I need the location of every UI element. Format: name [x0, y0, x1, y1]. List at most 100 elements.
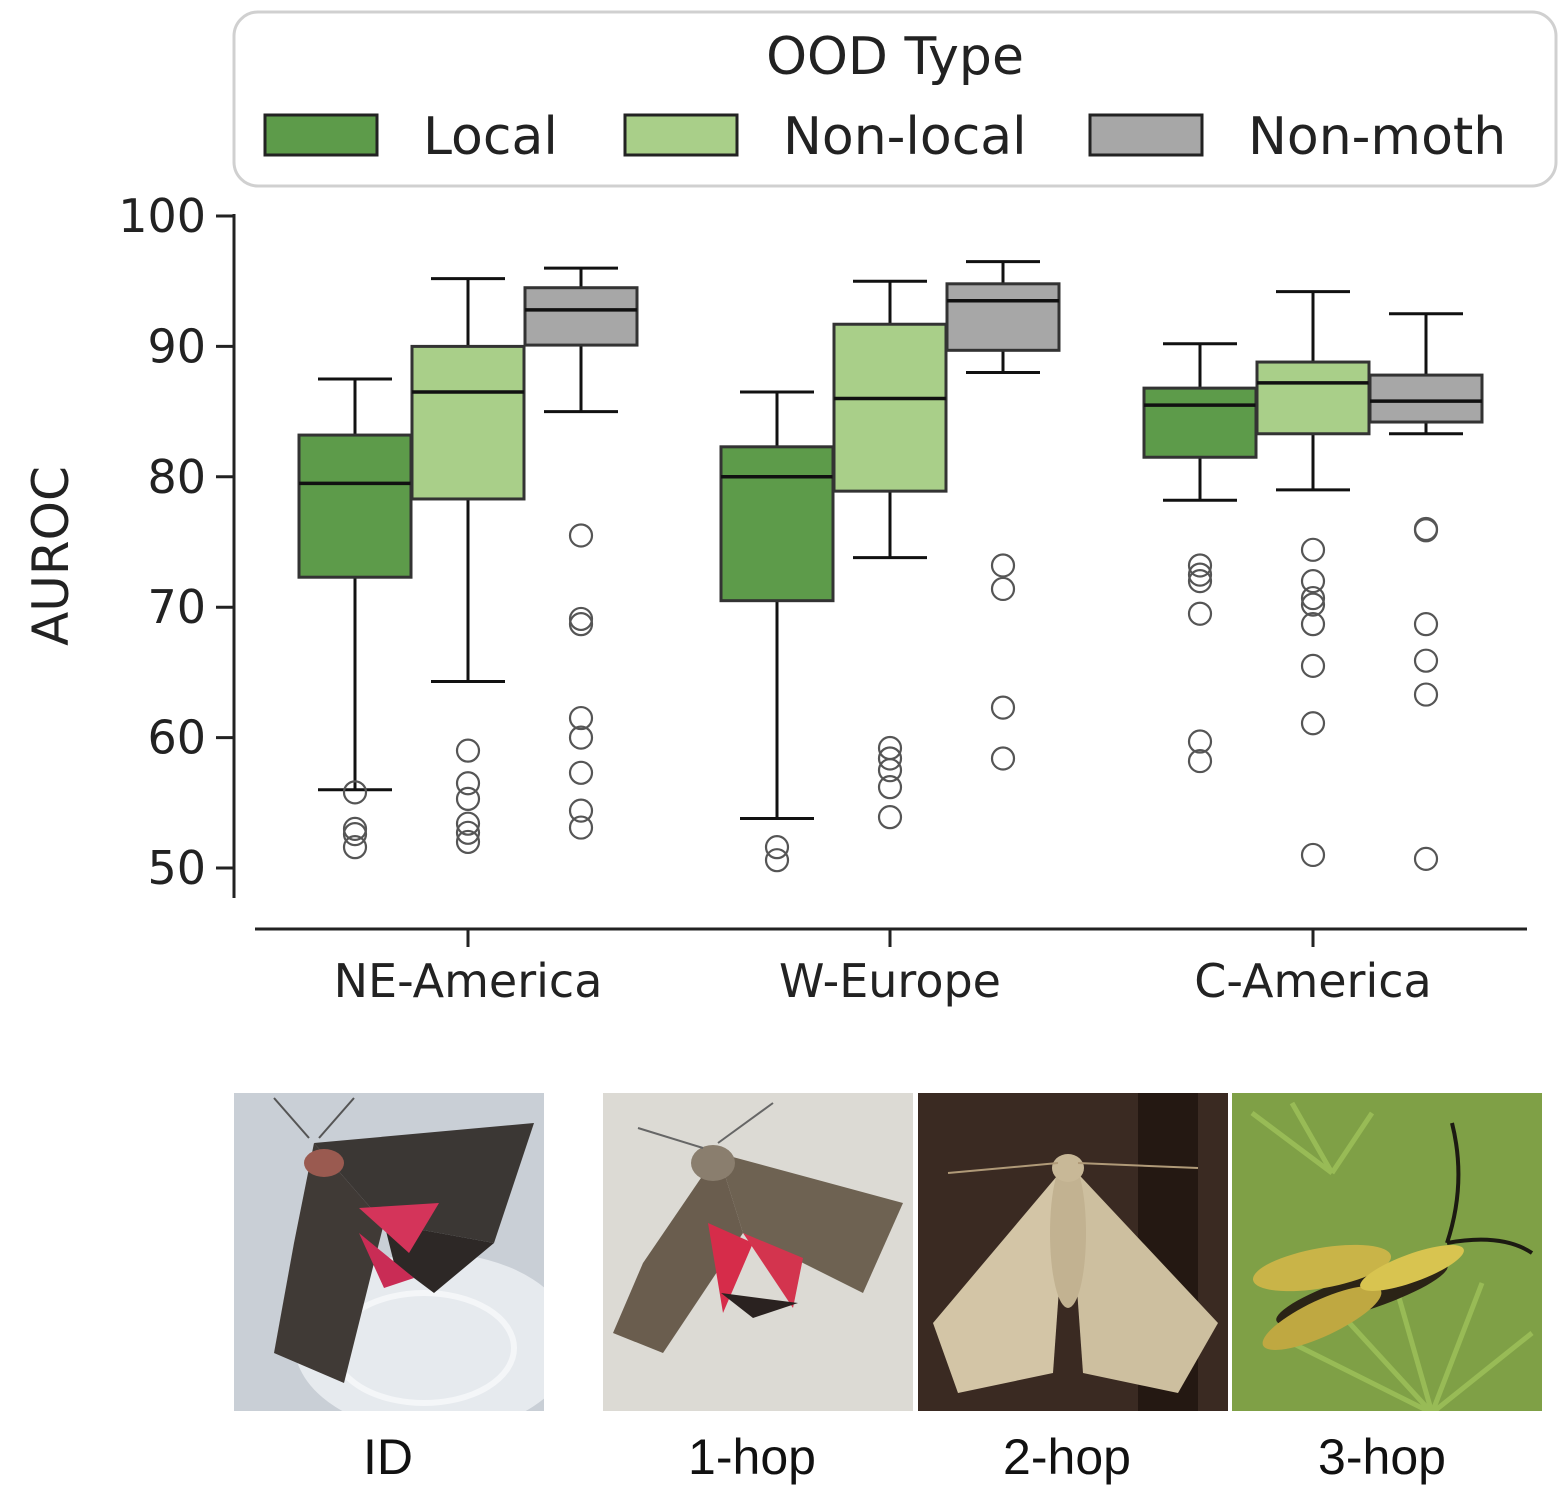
- photo-3hop: [1232, 1093, 1542, 1411]
- outlier-point: [455, 811, 481, 836]
- caption-2hop: 2-hop: [1003, 1429, 1131, 1485]
- caption-id: ID: [363, 1429, 413, 1485]
- outlier-point: [1300, 612, 1326, 637]
- outlier-point: [455, 738, 481, 763]
- x-axis: NE-America W-Europe C-America: [255, 927, 1527, 1008]
- example-images: ID 1-hop 2-hop: [0, 1093, 1564, 1501]
- box-iqr: [719, 445, 835, 603]
- outlier-point: [1300, 842, 1326, 868]
- outlier-point: [1300, 585, 1326, 611]
- outlier-point: [1187, 562, 1213, 587]
- outlier-point: [1300, 537, 1326, 562]
- outlier-point: [990, 576, 1016, 602]
- outlier-point: [342, 821, 368, 847]
- x-tick-label-w-europe: W-Europe: [779, 954, 1001, 1008]
- box-groups: [297, 260, 1484, 873]
- moth-3hop-icon: [1232, 1093, 1542, 1411]
- box-non-local-c-america: [1255, 290, 1371, 868]
- outlier-point: [1300, 711, 1326, 736]
- box-non-local-ne-america: [410, 277, 526, 855]
- moth-1hop-icon: [603, 1093, 913, 1411]
- box-iqr: [832, 322, 948, 493]
- outlier-point: [455, 771, 481, 796]
- box-local-c-america: [1142, 342, 1258, 774]
- photo-id: [234, 1093, 544, 1411]
- moth-2hop-icon: [918, 1093, 1228, 1411]
- legend: OOD Type Local Non-local Non-moth: [232, 10, 1558, 188]
- outlier-point: [1300, 569, 1326, 594]
- legend-label-non-moth: Non-moth: [1248, 107, 1506, 167]
- outlier-point: [455, 829, 481, 855]
- outlier-point: [990, 695, 1016, 720]
- outlier-point: [568, 523, 594, 548]
- outlier-point: [1413, 518, 1439, 543]
- outlier-point: [1413, 846, 1439, 871]
- box-iqr: [1142, 386, 1258, 459]
- caption-1hop: 1-hop: [688, 1429, 816, 1485]
- legend-label-local: Local: [423, 107, 558, 167]
- y-tick-label: 70: [147, 580, 206, 634]
- box-iqr: [1368, 373, 1484, 424]
- outlier-point: [568, 725, 594, 750]
- box-local-ne-america: [297, 377, 413, 860]
- box-iqr: [297, 433, 413, 579]
- outlier-point: [455, 820, 481, 845]
- boxplot-chart: OOD Type Local Non-local Non-moth 50 60 70 80…: [22, 10, 1558, 1008]
- outlier-point: [1413, 612, 1439, 637]
- box-iqr: [410, 344, 526, 501]
- outlier-point: [568, 606, 594, 632]
- caption-3hop: 3-hop: [1318, 1429, 1446, 1485]
- outlier-point: [990, 553, 1016, 578]
- box-iqr: [1255, 360, 1371, 436]
- legend-swatch-non-local: [623, 113, 739, 157]
- moth-id-icon: [234, 1093, 544, 1411]
- outlier-point: [342, 835, 368, 860]
- y-tick-label: 60: [147, 711, 206, 765]
- x-tick-label-ne-america: NE-America: [334, 954, 603, 1008]
- legend-frame: [232, 10, 1558, 188]
- outlier-point: [1187, 729, 1213, 754]
- legend-swatch-local: [263, 113, 379, 157]
- outlier-point: [455, 786, 481, 811]
- box-non-local-w-europe: [832, 279, 948, 830]
- outlier-point: [568, 705, 594, 731]
- outlier-point: [990, 746, 1016, 771]
- outlier-point: [764, 835, 790, 860]
- y-tick-label: 90: [147, 319, 206, 373]
- box-local-w-europe: [719, 390, 835, 873]
- outlier-point: [1300, 592, 1326, 617]
- outlier-point: [877, 805, 903, 830]
- box-non-moth-w-europe: [945, 260, 1061, 771]
- outlier-point: [1187, 748, 1213, 774]
- box-iqr: [945, 282, 1061, 352]
- legend-swatch-non-moth: [1088, 113, 1204, 157]
- outlier-point: [1187, 553, 1213, 578]
- y-tick-label: 80: [147, 450, 206, 504]
- outlier-point: [568, 798, 594, 823]
- outlier-point: [1413, 682, 1439, 707]
- x-tick-label-c-america: C-America: [1194, 954, 1431, 1008]
- legend-title: OOD Type: [766, 27, 1024, 87]
- outlier-point: [568, 760, 594, 785]
- photo-1hop: [603, 1093, 913, 1411]
- outlier-point: [764, 848, 790, 873]
- box-non-moth-c-america: [1368, 312, 1484, 871]
- outlier-point: [1413, 648, 1439, 673]
- outlier-point: [877, 746, 903, 771]
- y-axis: 50 60 70 80 90 100: [118, 189, 236, 898]
- y-tick-label: 50: [147, 841, 206, 895]
- photo-2hop: [918, 1093, 1228, 1411]
- outlier-point: [1187, 569, 1213, 594]
- outlier-point: [568, 815, 594, 840]
- box-iqr: [523, 286, 639, 347]
- y-axis-label: AUROC: [22, 466, 80, 646]
- legend-label-non-local: Non-local: [783, 107, 1027, 167]
- outlier-point: [342, 816, 368, 841]
- outlier-point: [1300, 653, 1326, 678]
- outlier-point: [568, 612, 594, 637]
- outlier-point: [877, 775, 903, 800]
- outlier-point: [1187, 601, 1213, 626]
- y-tick-label: 100: [118, 189, 206, 243]
- box-non-moth-ne-america: [523, 266, 639, 840]
- outlier-point: [877, 758, 903, 783]
